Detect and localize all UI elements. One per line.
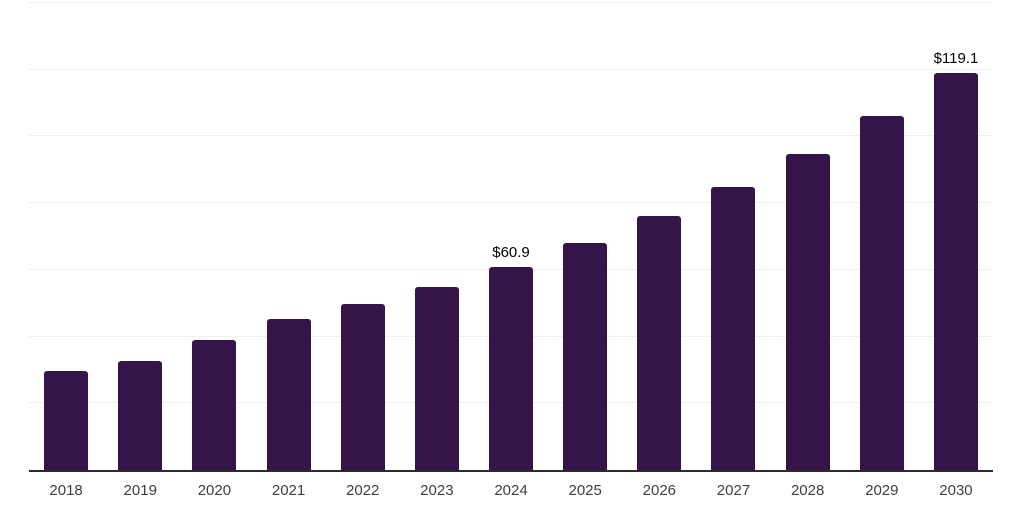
bar-2025[interactable] — [563, 242, 608, 470]
x-tick-label-2029: 2029 — [865, 482, 899, 499]
bar-slot-2020 — [177, 3, 251, 470]
bar-slot-2021 — [251, 3, 325, 470]
bar-slot-2018 — [29, 3, 103, 470]
bar-2026[interactable] — [637, 216, 682, 470]
bar-2028[interactable] — [785, 154, 830, 470]
bar-slot-2028 — [771, 3, 845, 470]
bar-2030[interactable] — [933, 72, 978, 470]
x-tick-label-2025: 2025 — [568, 482, 602, 499]
x-axis-labels: 2018 2019 2020 2021 2022 2023 2024 2025 2026 2027… — [29, 483, 993, 498]
bar-2020[interactable] — [192, 339, 237, 470]
gridline-100 — [29, 135, 993, 137]
x-tick-label-2028: 2028 — [790, 482, 825, 499]
gridline-80 — [29, 202, 993, 204]
x-tick-label-2018: 2018 — [49, 482, 83, 499]
x-tick-label-2026: 2026 — [642, 482, 677, 499]
x-tick-label-2027: 2027 — [716, 482, 751, 499]
data-label-2030: $119.1 — [933, 49, 979, 67]
bar-2018[interactable] — [44, 370, 89, 470]
bar-2023[interactable] — [414, 286, 459, 470]
bar-slot-2027 — [696, 3, 770, 470]
bars-layer: $60.9 $119.1 — [29, 3, 993, 470]
gridline-120 — [29, 68, 993, 70]
bar-2019[interactable] — [118, 361, 163, 470]
x-tick-label-2022: 2022 — [346, 482, 380, 499]
bar-2024[interactable] — [489, 266, 534, 470]
bar-slot-2029 — [845, 3, 919, 470]
bar-slot-2023 — [400, 3, 474, 470]
bar-slot-2024: $60.9 — [474, 3, 548, 470]
bar-2029[interactable] — [859, 115, 904, 470]
bar-slot-2030: $119.1 — [919, 3, 993, 470]
data-label-2024: $60.9 — [492, 243, 530, 261]
bar-slot-2026 — [622, 3, 696, 470]
bar-slot-2022 — [326, 3, 400, 470]
bar-2021[interactable] — [266, 319, 311, 470]
bar-slot-2019 — [103, 3, 177, 470]
x-tick-label-2020: 2020 — [197, 482, 232, 499]
bar-slot-2025 — [548, 3, 622, 470]
plot-area: $60.9 $119.1 — [29, 2, 993, 472]
x-tick-label-2021: 2021 — [271, 482, 306, 499]
x-tick-label-2023: 2023 — [420, 482, 454, 499]
bar-2022[interactable] — [340, 304, 385, 470]
gridline-140 — [29, 2, 993, 3]
x-tick-label-2024: 2024 — [494, 482, 528, 499]
x-tick-label-2030: 2030 — [939, 482, 973, 499]
x-tick-label-2019: 2019 — [123, 482, 157, 499]
bar-2027[interactable] — [711, 186, 756, 470]
